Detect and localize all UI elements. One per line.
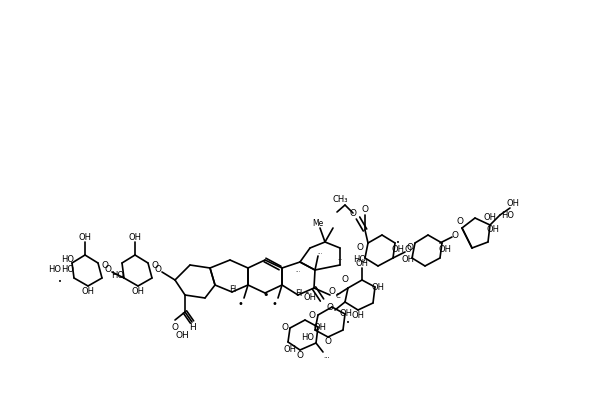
Text: O: O bbox=[407, 243, 414, 252]
Text: •: • bbox=[271, 299, 277, 309]
Text: OH: OH bbox=[371, 283, 384, 292]
Text: OH: OH bbox=[392, 245, 405, 254]
Text: •: • bbox=[396, 240, 400, 246]
Text: HO: HO bbox=[301, 333, 315, 342]
Text: O: O bbox=[325, 337, 331, 346]
Text: OH: OH bbox=[439, 245, 451, 254]
Text: OH: OH bbox=[352, 312, 365, 321]
Text: HO: HO bbox=[61, 256, 75, 265]
Text: •: • bbox=[237, 299, 243, 309]
Text: ŌH: ŌH bbox=[303, 294, 316, 303]
Text: HO: HO bbox=[112, 270, 125, 279]
Text: OH: OH bbox=[506, 200, 519, 209]
Text: OH: OH bbox=[313, 323, 327, 332]
Text: HO: HO bbox=[48, 265, 61, 274]
Text: OH: OH bbox=[82, 288, 94, 297]
Text: OH: OH bbox=[484, 213, 497, 222]
Text: ...: ... bbox=[337, 256, 343, 261]
Text: OH: OH bbox=[128, 232, 141, 241]
Text: CH₃: CH₃ bbox=[333, 196, 347, 204]
Text: O: O bbox=[362, 205, 368, 214]
Text: OH: OH bbox=[487, 225, 500, 234]
Text: C: C bbox=[336, 293, 340, 299]
Text: O: O bbox=[356, 243, 364, 252]
Text: O: O bbox=[451, 231, 458, 240]
Text: O: O bbox=[282, 324, 288, 333]
Text: ...: ... bbox=[296, 267, 301, 272]
Text: H̄: H̄ bbox=[295, 288, 301, 297]
Text: •: • bbox=[263, 290, 269, 300]
Text: OH: OH bbox=[402, 256, 414, 265]
Text: •: • bbox=[346, 320, 350, 326]
Text: OH: OH bbox=[131, 288, 144, 297]
Text: O: O bbox=[328, 286, 336, 295]
Text: O: O bbox=[309, 310, 315, 319]
Text: OH: OH bbox=[78, 232, 91, 241]
Text: HO: HO bbox=[353, 256, 367, 265]
Text: OH: OH bbox=[175, 332, 189, 341]
Text: OH: OH bbox=[355, 258, 368, 267]
Text: •: • bbox=[58, 279, 62, 285]
Text: ...: ... bbox=[324, 353, 330, 359]
Text: O: O bbox=[405, 245, 411, 254]
Text: HO: HO bbox=[61, 265, 75, 274]
Text: O: O bbox=[104, 265, 112, 274]
Text: Me: Me bbox=[312, 220, 324, 229]
Text: O: O bbox=[327, 303, 334, 312]
Text: O: O bbox=[152, 261, 158, 270]
Text: ...: ... bbox=[318, 249, 322, 254]
Text: O: O bbox=[155, 265, 162, 274]
Text: H̄: H̄ bbox=[229, 285, 235, 294]
Text: O: O bbox=[171, 324, 179, 333]
Text: OH: OH bbox=[340, 310, 352, 319]
Text: H: H bbox=[189, 324, 195, 333]
Text: O: O bbox=[457, 218, 463, 227]
Text: O: O bbox=[349, 209, 356, 218]
Text: O: O bbox=[101, 261, 109, 270]
Text: O: O bbox=[297, 351, 303, 360]
Text: OH: OH bbox=[284, 346, 297, 355]
Text: HO: HO bbox=[501, 211, 515, 220]
Text: O: O bbox=[341, 276, 349, 285]
